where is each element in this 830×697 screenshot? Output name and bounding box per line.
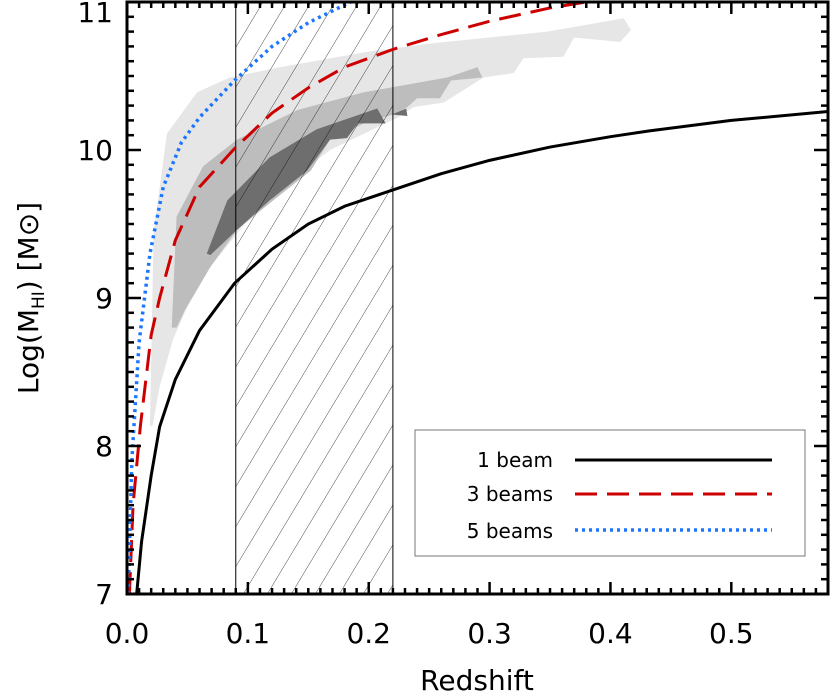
- legend-label-1-beam: 1 beam: [477, 448, 553, 472]
- series-line-3: [127, 2, 352, 594]
- legend-label-5-beams: 5 beams: [467, 519, 553, 543]
- x-tick-label: 0.2: [346, 617, 391, 650]
- y-axis-title: Log(MHI) [M⊙]: [12, 202, 49, 394]
- contour-inner: [391, 108, 408, 116]
- y-tick-label: 11: [77, 0, 113, 29]
- series-line-2: [127, 2, 587, 594]
- x-tick-label: 0.4: [588, 617, 633, 650]
- y-tick-label: 7: [95, 578, 113, 611]
- x-axis-title: Redshift: [420, 664, 534, 697]
- hatched-redshift-band: [235, 2, 394, 594]
- x-tick-label: 0.3: [467, 617, 512, 650]
- legend: 1 beam 3 beams 5 beams: [414, 429, 806, 557]
- series-line-1: [135, 110, 828, 594]
- x-tick-label: 0.0: [105, 617, 150, 650]
- series-lines: [127, 2, 828, 594]
- x-tick-label: 0.1: [226, 617, 271, 650]
- legend-label-3-beams: 3 beams: [467, 482, 553, 506]
- y-tick-label: 8: [95, 430, 113, 463]
- plot-frame: [125, 0, 830, 596]
- x-tick-label: 0.5: [709, 617, 754, 650]
- hatch-fill: [235, 2, 393, 594]
- y-tick-label: 10: [77, 134, 113, 167]
- y-tick-label: 9: [95, 282, 113, 315]
